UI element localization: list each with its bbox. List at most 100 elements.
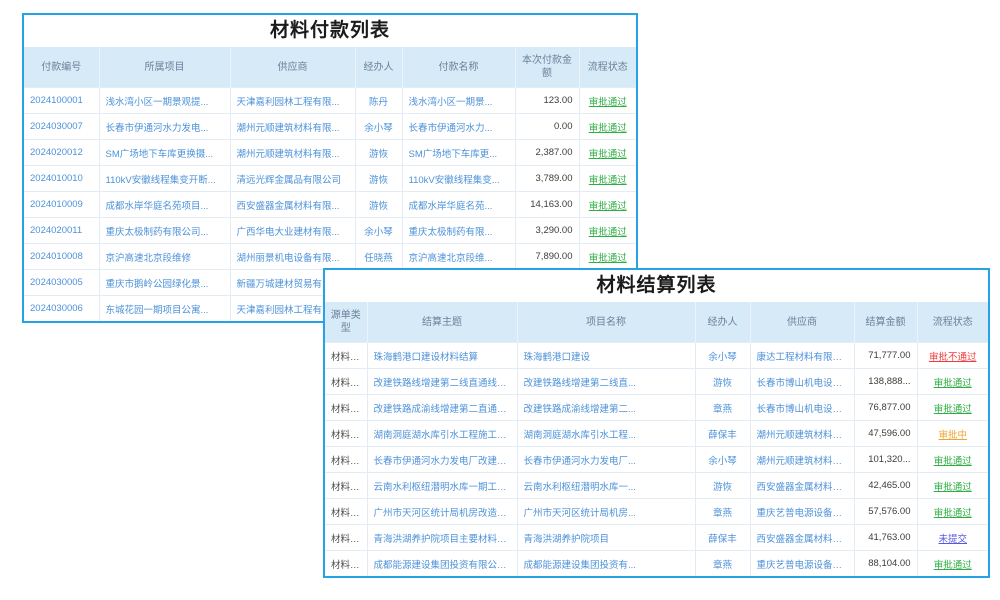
cell-pay-code[interactable]: 2024010010 [24, 165, 100, 192]
cell-pay-name[interactable]: 成都水岸华庭名苑... [402, 191, 516, 218]
cell-pay-code[interactable]: 2024020011 [24, 217, 100, 244]
cell-supplier[interactable]: 长春市博山机电设备... [750, 394, 855, 421]
table-row: 2024010008 京沪高速北京段维修 湖州丽景机电设备有限... 任晓燕 京沪高速北… [24, 243, 636, 270]
cell-pay-code[interactable]: 2024030005 [24, 269, 100, 296]
cell-handler[interactable]: 章燕 [695, 498, 751, 525]
cell-settle-subject[interactable]: 改建铁路线增建第二线直通线（成... [367, 368, 518, 395]
cell-settle-subject[interactable]: 成都能源建设集团投资有限公司临... [367, 550, 518, 576]
cell-supplier[interactable]: 潮州元顺建筑材料有... [750, 420, 855, 447]
cell-supplier[interactable]: 康达工程材料有限公司 [750, 342, 855, 369]
cell-settle-subject[interactable]: 改建铁路成渝线增建第二直通线（... [367, 394, 518, 421]
cell-pay-code[interactable]: 2024010009 [24, 191, 100, 218]
cell-handler[interactable]: 余小琴 [695, 446, 751, 473]
cell-handler[interactable]: 游恢 [355, 139, 403, 166]
cell-supplier[interactable]: 潮州元顺建筑材料有... [750, 446, 855, 473]
table-row: 材料入库 改建铁路线增建第二线直通线（成... 改建铁路线增建第二线直... 游恢 长春… [325, 368, 988, 395]
cell-amount: 3,789.00 [515, 165, 580, 192]
cell-project[interactable]: 京沪高速北京段维修 [99, 243, 231, 270]
cell-handler[interactable]: 游恢 [355, 191, 403, 218]
cell-supplier[interactable]: 广西华电大业建材有限... [230, 217, 356, 244]
cell-handler[interactable]: 游恢 [695, 472, 751, 499]
cell-status[interactable]: 审批通过 [579, 113, 636, 140]
cell-project[interactable]: SM广场地下车库更换摄... [99, 139, 231, 166]
cell-amount: 0.00 [515, 113, 580, 140]
cell-project-name[interactable]: 云南水利枢纽潜明水库一... [517, 472, 696, 499]
cell-pay-name[interactable]: 浅水湾小区一期景... [402, 87, 516, 114]
cell-pay-code[interactable]: 2024100001 [24, 87, 100, 114]
cell-supplier[interactable]: 重庆艺普电源设备有... [750, 498, 855, 525]
cell-supplier[interactable]: 西安盛器金属材料有限... [230, 191, 356, 218]
cell-supplier[interactable]: 重庆艺普电源设备有... [750, 550, 855, 576]
cell-status[interactable]: 审批通过 [579, 217, 636, 244]
cell-status[interactable]: 审批通过 [917, 446, 988, 473]
cell-handler[interactable]: 余小琴 [695, 342, 751, 369]
cell-supplier[interactable]: 清远光辉金属品有限公司 [230, 165, 356, 192]
cell-pay-code[interactable]: 2024020012 [24, 139, 100, 166]
cell-settle-subject[interactable]: 青海洪湖养护院项目主要材料结算 [367, 524, 518, 551]
cell-handler[interactable]: 陈丹 [355, 87, 403, 114]
cell-pay-name[interactable]: 京沪高速北京段维... [402, 243, 516, 270]
cell-project[interactable]: 110kV安徽线程集变开断... [99, 165, 231, 192]
cell-status[interactable]: 审批通过 [917, 368, 988, 395]
cell-handler[interactable]: 游恢 [695, 368, 751, 395]
cell-supplier[interactable]: 湖州丽景机电设备有限... [230, 243, 356, 270]
cell-status[interactable]: 审批中 [917, 420, 988, 447]
cell-project[interactable]: 成都水岸华庭名苑项目... [99, 191, 231, 218]
cell-status[interactable]: 审批通过 [917, 550, 988, 576]
cell-status[interactable]: 审批通过 [917, 472, 988, 499]
cell-pay-name[interactable]: SM广场地下车库更... [402, 139, 516, 166]
cell-handler[interactable]: 任晓燕 [355, 243, 403, 270]
cell-handler[interactable]: 章燕 [695, 550, 751, 576]
col-header-supplier: 供应商 [230, 47, 356, 88]
cell-status[interactable]: 审批通过 [579, 165, 636, 192]
cell-project-name[interactable]: 改建铁路线增建第二线直... [517, 368, 696, 395]
cell-status[interactable]: 审批通过 [917, 498, 988, 525]
cell-project[interactable]: 重庆太极制药有限公司... [99, 217, 231, 244]
cell-project-name[interactable]: 长春市伊通河水力发电厂... [517, 446, 696, 473]
cell-source-type: 材料入库 [325, 550, 368, 576]
cell-handler[interactable]: 薛保丰 [695, 524, 751, 551]
cell-settle-subject[interactable]: 珠海鹤港口建设材料结算 [367, 342, 518, 369]
cell-project[interactable]: 长春市伊通河水力发电... [99, 113, 231, 140]
cell-settle-subject[interactable]: 湖南洞庭湖水库引水工程施工标材... [367, 420, 518, 447]
cell-pay-code[interactable]: 2024030007 [24, 113, 100, 140]
cell-handler[interactable]: 游恢 [355, 165, 403, 192]
cell-status[interactable]: 审批通过 [579, 139, 636, 166]
col-header-settle-amount: 结算金额 [854, 302, 918, 343]
cell-handler[interactable]: 余小琴 [355, 113, 403, 140]
cell-supplier[interactable]: 潮州元顺建筑材料有限... [230, 139, 356, 166]
cell-settle-amount: 71,777.00 [854, 342, 918, 369]
cell-supplier[interactable]: 潮州元顺建筑材料有限... [230, 113, 356, 140]
cell-status[interactable]: 审批通过 [917, 394, 988, 421]
cell-project[interactable]: 重庆市鹅岭公园绿化景... [99, 269, 231, 296]
cell-project-name[interactable]: 成都能源建设集团投资有... [517, 550, 696, 576]
cell-project-name[interactable]: 改建铁路成渝线增建第二... [517, 394, 696, 421]
cell-settle-subject[interactable]: 广州市天河区统计局机房改造项目... [367, 498, 518, 525]
cell-pay-name[interactable]: 重庆太极制药有限... [402, 217, 516, 244]
cell-project-name[interactable]: 珠海鹤港口建设 [517, 342, 696, 369]
cell-pay-code[interactable]: 2024030006 [24, 295, 100, 321]
cell-project-name[interactable]: 广州市天河区统计局机房... [517, 498, 696, 525]
cell-status[interactable]: 审批通过 [579, 87, 636, 114]
cell-status[interactable]: 未提交 [917, 524, 988, 551]
cell-handler[interactable]: 章燕 [695, 394, 751, 421]
cell-status[interactable]: 审批通过 [579, 243, 636, 270]
cell-project[interactable]: 浅水湾小区一期景观提... [99, 87, 231, 114]
cell-settle-subject[interactable]: 云南水利枢纽潜明水库一期工程施... [367, 472, 518, 499]
cell-settle-subject[interactable]: 长春市伊通河水力发电厂改建工程... [367, 446, 518, 473]
cell-supplier[interactable]: 长春市博山机电设备... [750, 368, 855, 395]
cell-amount: 3,290.00 [515, 217, 580, 244]
cell-status[interactable]: 审批通过 [579, 191, 636, 218]
cell-supplier[interactable]: 西安盛器金属材料有... [750, 472, 855, 499]
cell-status[interactable]: 审批不通过 [917, 342, 988, 369]
cell-supplier[interactable]: 天津嘉利园林工程有限... [230, 87, 356, 114]
cell-project-name[interactable]: 湖南洞庭湖水库引水工程... [517, 420, 696, 447]
cell-supplier[interactable]: 西安盛器金属材料有... [750, 524, 855, 551]
cell-project[interactable]: 东城花园一期项目公寓... [99, 295, 231, 321]
cell-pay-name[interactable]: 长春市伊通河水力... [402, 113, 516, 140]
cell-project-name[interactable]: 青海洪湖养护院项目 [517, 524, 696, 551]
cell-handler[interactable]: 余小琴 [355, 217, 403, 244]
cell-pay-code[interactable]: 2024010008 [24, 243, 100, 270]
cell-handler[interactable]: 薛保丰 [695, 420, 751, 447]
cell-pay-name[interactable]: 110kV安徽线程集变... [402, 165, 516, 192]
